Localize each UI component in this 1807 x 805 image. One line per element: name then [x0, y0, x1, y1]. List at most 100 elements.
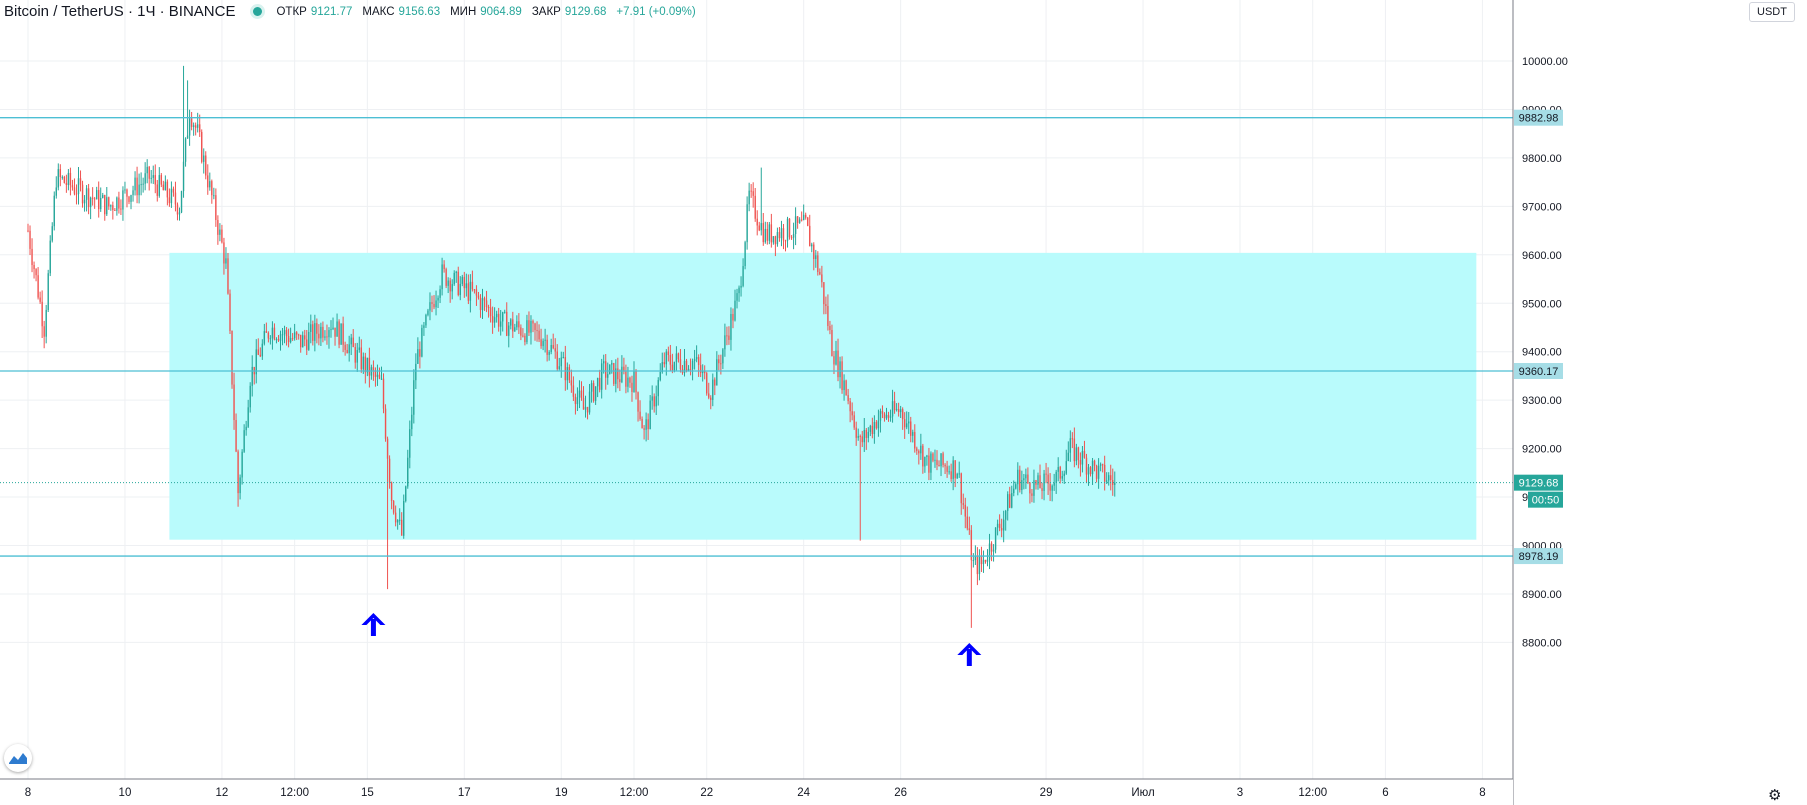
- candle-body: [251, 366, 253, 386]
- candle-body: [289, 338, 292, 343]
- candle-body: [368, 357, 371, 376]
- candle-body: [502, 312, 504, 322]
- candle-body: [564, 357, 567, 381]
- time-tick-label: 15: [361, 787, 374, 799]
- candle-body: [732, 313, 734, 321]
- candle-body: [35, 269, 37, 276]
- candle-body: [720, 363, 722, 365]
- candle-body: [409, 429, 411, 458]
- candle-body: [358, 347, 360, 350]
- candle-body: [964, 504, 966, 517]
- candle-body: [87, 188, 90, 208]
- open-label: ОТКР: [276, 5, 307, 18]
- gear-icon[interactable]: ⚙: [1768, 787, 1782, 804]
- time-tick-label: 26: [894, 787, 907, 799]
- candle-body: [374, 370, 377, 377]
- candle-body: [928, 455, 930, 473]
- candle-body: [611, 363, 613, 365]
- candle-body: [1079, 460, 1082, 465]
- candle-body: [297, 334, 300, 336]
- candle-body: [659, 372, 661, 381]
- price-axis[interactable]: [1513, 0, 1807, 805]
- candle-body: [239, 477, 241, 494]
- currency-button[interactable]: USDT: [1749, 2, 1795, 22]
- candle-body: [194, 125, 197, 128]
- candle-body: [1017, 469, 1019, 485]
- candle-body: [922, 445, 924, 467]
- candle-body: [572, 385, 575, 397]
- candle-body: [483, 298, 486, 301]
- candle-body: [277, 339, 280, 341]
- candle-body: [376, 374, 379, 377]
- time-axis[interactable]: [0, 779, 1513, 805]
- candle-body: [823, 282, 825, 305]
- time-tick-label: 10: [119, 787, 132, 799]
- candle-body: [499, 321, 502, 327]
- candle-body: [79, 178, 82, 185]
- candle-body: [984, 559, 987, 562]
- candle-body: [718, 359, 720, 364]
- candle-body: [271, 327, 274, 339]
- candle-body: [85, 188, 88, 200]
- candle-body: [562, 357, 564, 359]
- candle-body: [225, 258, 227, 264]
- candle-body: [675, 353, 678, 362]
- candle-body: [596, 377, 599, 387]
- candle-body: [901, 409, 904, 420]
- time-tick-label: 12: [216, 787, 229, 799]
- candle-body: [1059, 467, 1061, 479]
- candle-body: [59, 169, 62, 178]
- candle-body: [1033, 480, 1035, 496]
- candle-body: [714, 379, 716, 386]
- tradingview-logo-icon[interactable]: [4, 744, 32, 772]
- candle-body: [685, 360, 688, 371]
- candle-body: [582, 398, 585, 410]
- candle-body: [449, 280, 451, 292]
- arrow-up-icon: [957, 643, 982, 666]
- current-price-tag: 9129.68: [1519, 478, 1559, 490]
- candle-body: [859, 436, 861, 438]
- candle-body: [586, 406, 589, 413]
- candle-body: [386, 438, 389, 459]
- candle-body: [786, 218, 789, 241]
- candle-body: [544, 339, 546, 341]
- candle-body: [504, 311, 506, 313]
- candle-body: [192, 125, 195, 127]
- candle-body: [996, 523, 999, 528]
- candle-body: [77, 178, 80, 195]
- candle-body: [390, 482, 393, 501]
- candle-body: [726, 335, 728, 337]
- candle-body: [382, 378, 385, 409]
- arrow-up-icon: [361, 613, 386, 636]
- candle-body: [89, 197, 92, 208]
- candle-body: [588, 391, 591, 413]
- candle-body: [835, 350, 837, 365]
- candle-body: [423, 325, 425, 328]
- candle-body: [439, 289, 441, 298]
- candle-body: [855, 427, 857, 438]
- candle-body: [742, 266, 744, 286]
- candle-body: [782, 228, 785, 241]
- candle-body: [229, 293, 231, 331]
- candle-body: [556, 351, 558, 369]
- candle-body: [774, 236, 777, 245]
- candle-body: [1027, 474, 1029, 483]
- candle-body: [998, 523, 1001, 529]
- level-price-tag: 9360.17: [1519, 366, 1559, 378]
- candle-body: [1049, 483, 1051, 491]
- candle-body: [346, 349, 348, 354]
- countdown-bg: [1528, 491, 1563, 508]
- candle-body: [805, 214, 807, 218]
- candle-body: [1087, 467, 1090, 475]
- candle-body: [605, 361, 607, 378]
- candle-body: [708, 393, 710, 398]
- candle-body: [621, 366, 623, 383]
- candle-body: [136, 177, 138, 196]
- candle-body: [637, 392, 639, 412]
- symbol-title[interactable]: Bitcoin / TetherUS · 1Ч · BINANCE: [4, 3, 236, 20]
- candle-body: [67, 172, 70, 185]
- time-tick-label: 19: [555, 787, 568, 799]
- candle-body: [51, 226, 53, 241]
- candle-body: [750, 190, 752, 192]
